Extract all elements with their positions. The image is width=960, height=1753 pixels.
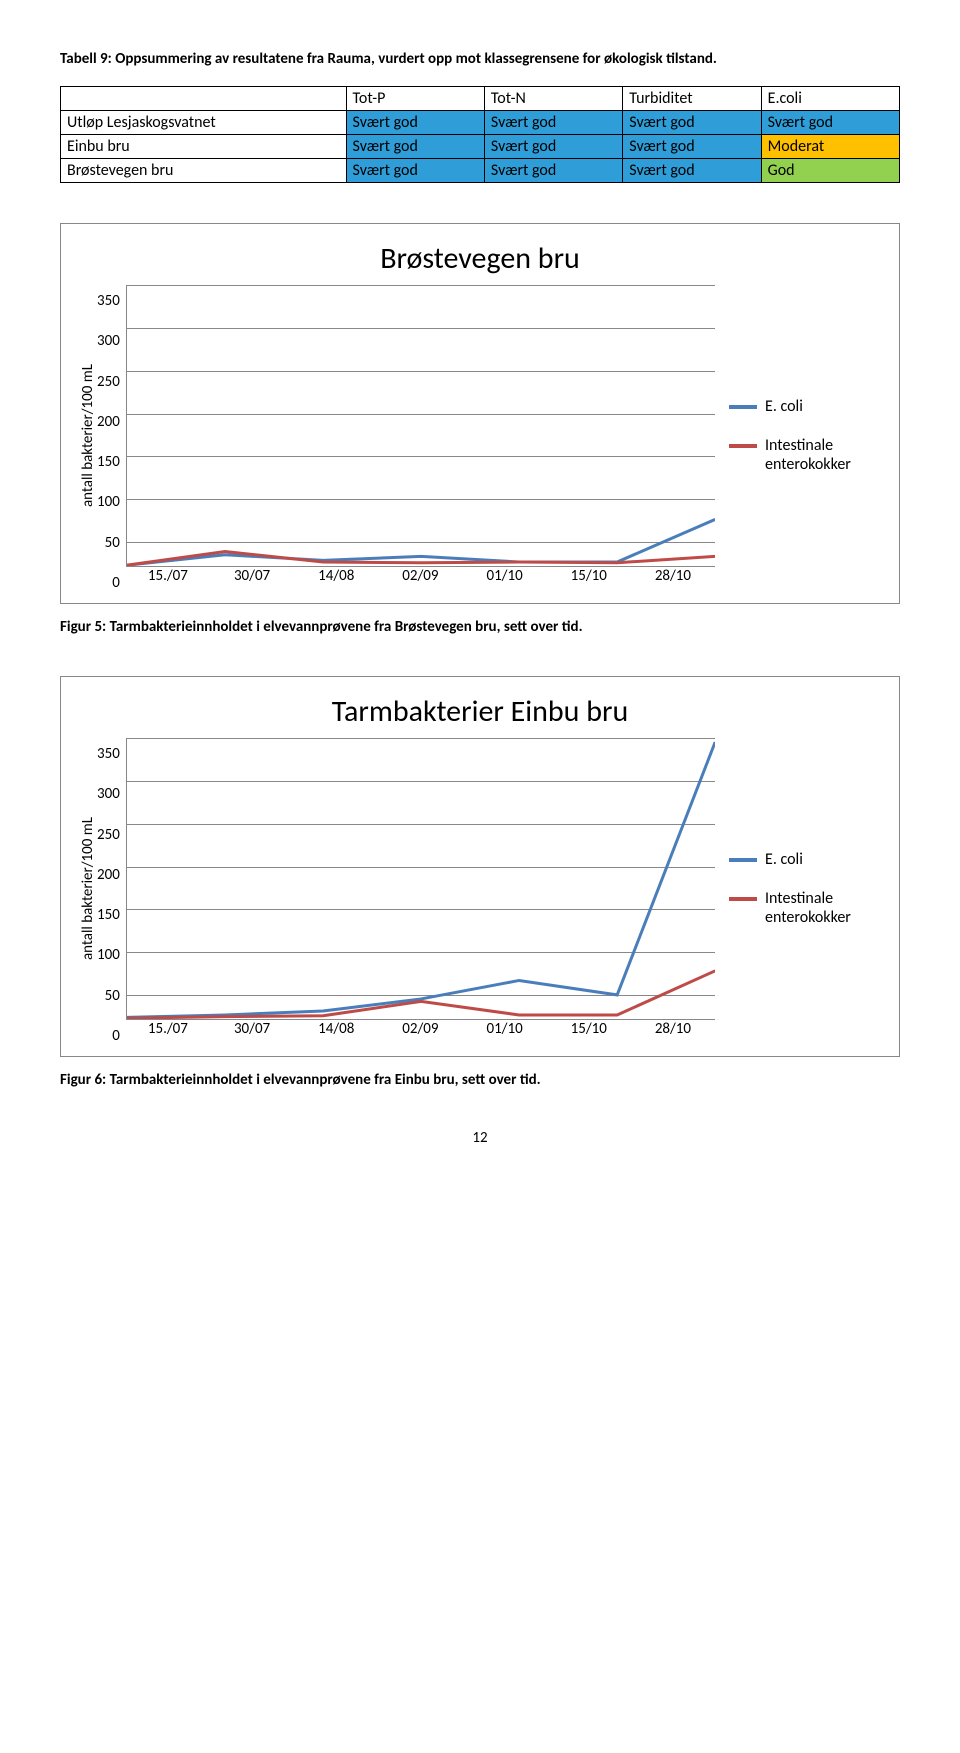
chart1-xlabels: 15./0730/0714/0802/0901/1015/1028/10 [126,567,715,585]
figure2-caption: Figur 6: Tarmbakterieinnholdet i elvevan… [60,1071,900,1089]
ytick: 250 [97,372,120,390]
xtick: 28/10 [631,567,715,585]
ytick: 300 [97,785,120,803]
cell: Svært god [761,111,899,135]
cell: God [761,159,899,183]
chart2-xlabels: 15./0730/0714/0802/0901/1015/1028/10 [126,1020,715,1038]
chart1-yaxis: 350300250200150100500 [97,285,126,585]
table-header-row: Tot-P Tot-N Turbiditet E.coli [61,87,900,111]
xtick: 28/10 [631,1020,715,1038]
chart2-yaxis: 350300250200150100500 [97,738,126,1038]
th-totp: Tot-P [346,87,484,111]
th-blank [61,87,347,111]
ytick: 100 [97,946,120,964]
xtick: 15./07 [126,567,210,585]
legend-swatch [729,405,757,409]
summary-table: Tot-P Tot-N Turbiditet E.coli Utløp Lesj… [60,86,900,183]
chart1-plot [126,285,715,567]
legend-label: Intestinale enterokokker [765,889,885,927]
legend-item: E. coli [729,850,885,869]
chart1-ylabel: antall bakterier/100 mL [75,285,97,585]
xtick: 14/08 [294,567,378,585]
legend-item: E. coli [729,397,885,416]
ytick: 150 [97,906,120,924]
table-caption: Tabell 9: Oppsummering av resultatene fr… [60,50,900,68]
legend-item: Intestinale enterokokker [729,436,885,474]
ytick: 200 [97,866,120,884]
legend-label: E. coli [765,397,803,416]
row-label: Utløp Lesjaskogsvatnet [61,111,347,135]
chart2-title: Tarmbakterier Einbu bru [75,693,885,730]
cell: Svært god [484,159,622,183]
xtick: 15./07 [126,1020,210,1038]
chart2-plot [126,738,715,1020]
ytick: 350 [97,292,120,310]
table-row: Einbu bruSvært godSvært godSvært godMode… [61,135,900,159]
series-line [127,519,715,565]
xtick: 02/09 [378,567,462,585]
xtick: 15/10 [547,1020,631,1038]
chart-brostevegen: Brøstevegen bru antall bakterier/100 mL … [60,223,900,604]
series-line [127,971,715,1018]
chart1-legend: E. coli Intestinale enterokokker [715,285,885,585]
ytick: 150 [97,453,120,471]
th-totn: Tot-N [484,87,622,111]
ytick: 50 [97,533,120,551]
ytick: 0 [97,574,120,592]
cell: Svært god [346,111,484,135]
cell: Svært god [623,159,761,183]
ytick: 100 [97,493,120,511]
legend-swatch [729,444,757,448]
legend-swatch [729,897,757,901]
row-label: Einbu bru [61,135,347,159]
row-label: Brøstevegen bru [61,159,347,183]
legend-label: E. coli [765,850,803,869]
page-number: 12 [60,1129,900,1147]
legend-item: Intestinale enterokokker [729,889,885,927]
legend-swatch [729,858,757,862]
chart2-ylabel: antall bakterier/100 mL [75,738,97,1038]
xtick: 14/08 [294,1020,378,1038]
series-line [127,742,715,1017]
cell: Svært god [623,111,761,135]
cell: Svært god [484,111,622,135]
figure1-caption: Figur 5: Tarmbakterieinnholdet i elvevan… [60,618,900,636]
xtick: 30/07 [210,1020,294,1038]
xtick: 01/10 [463,1020,547,1038]
cell: Svært god [346,159,484,183]
chart-einbu: Tarmbakterier Einbu bru antall bakterier… [60,676,900,1057]
xtick: 15/10 [547,567,631,585]
xtick: 02/09 [378,1020,462,1038]
cell: Svært god [346,135,484,159]
ytick: 50 [97,986,120,1004]
cell: Moderat [761,135,899,159]
ytick: 250 [97,825,120,843]
table-row: Utløp LesjaskogsvatnetSvært godSvært god… [61,111,900,135]
chart2-legend: E. coli Intestinale enterokokker [715,738,885,1038]
ytick: 300 [97,332,120,350]
th-turb: Turbiditet [623,87,761,111]
chart1-title: Brøstevegen bru [75,240,885,277]
xtick: 01/10 [463,567,547,585]
ytick: 200 [97,413,120,431]
cell: Svært god [623,135,761,159]
legend-label: Intestinale enterokokker [765,436,885,474]
cell: Svært god [484,135,622,159]
table-row: Brøstevegen bruSvært godSvært godSvært g… [61,159,900,183]
ytick: 350 [97,745,120,763]
ytick: 0 [97,1027,120,1045]
xtick: 30/07 [210,567,294,585]
th-ecoli: E.coli [761,87,899,111]
